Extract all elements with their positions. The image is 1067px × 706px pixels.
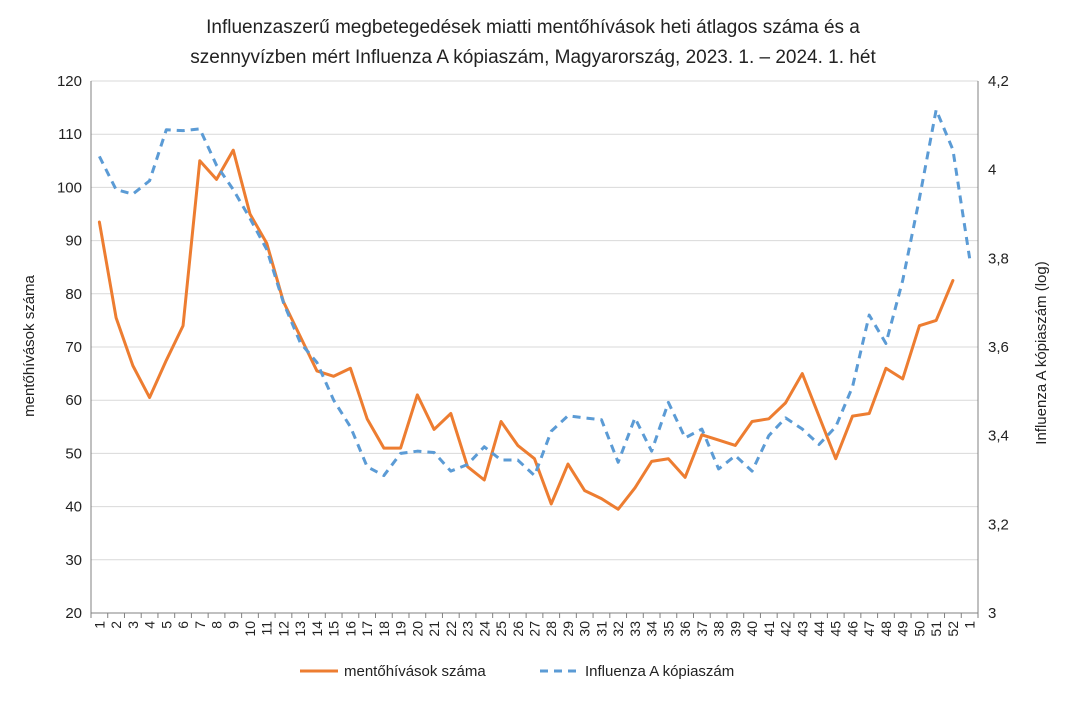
x-axis-ticks: 1 2 3 4 5 6 7 8 9 10 11 12 13 14 15 16 17 18 19 20 21 22 23 24 2… <box>91 621 977 637</box>
x-tick-label: 47 <box>861 621 877 637</box>
x-tick-label: 42 <box>778 621 794 637</box>
x-tick-label: 10 <box>242 621 258 637</box>
x-tick-label: 7 <box>192 621 208 629</box>
legend-label-influenza: Influenza A kópiaszám <box>585 663 734 680</box>
x-tick-label: 26 <box>510 621 526 637</box>
x-tick-label: 45 <box>828 621 844 637</box>
x-tick-label: 18 <box>376 621 392 637</box>
series-line-influenza <box>98 108 972 478</box>
x-tick-label: 22 <box>443 621 459 637</box>
y-tick-70: 70 <box>65 339 82 356</box>
x-tick-label: 40 <box>744 621 760 637</box>
right-axis-ticks: 3 3,2 3,4 3,6 3,8 4 4,2 <box>988 73 1009 622</box>
gridlines <box>91 80 978 561</box>
y2-tick-3: 3 <box>988 605 996 622</box>
legend-label-mentohivasok: mentőhívások száma <box>344 663 486 680</box>
x-tick-label: 3 <box>125 621 141 629</box>
x-tick-label: 16 <box>342 621 358 637</box>
x-tick-label: 44 <box>811 621 827 637</box>
x-tick-label: 37 <box>694 621 710 637</box>
y2-axis-label: Influenza A kópiaszám (log) <box>1033 261 1050 444</box>
chart-title-line-2: szennyvízben mért Influenza A kópiaszám,… <box>190 47 876 68</box>
x-tick-label: 38 <box>711 621 727 637</box>
x-tick-label: 14 <box>309 621 325 637</box>
y-tick-90: 90 <box>65 233 82 250</box>
x-tick-label: 33 <box>627 621 643 637</box>
y-tick-100: 100 <box>57 179 82 196</box>
x-tick-label: 1 <box>962 621 978 629</box>
series-lines <box>97 108 972 511</box>
x-tick-label: 5 <box>158 621 174 629</box>
y-tick-120: 120 <box>57 73 82 90</box>
x-tick-label: 35 <box>660 621 676 637</box>
x-tick-label: 17 <box>359 621 375 637</box>
x-tick-label: 48 <box>878 621 894 637</box>
x-tick-label: 39 <box>727 621 743 637</box>
x-tick-label: 8 <box>209 621 225 629</box>
x-tick-label: 24 <box>476 621 492 637</box>
x-tick-label: 34 <box>644 621 660 637</box>
y-tick-20: 20 <box>65 605 82 622</box>
x-tick-label: 31 <box>593 621 609 637</box>
x-tick-label: 20 <box>409 621 425 637</box>
x-tick-label: 52 <box>945 621 961 637</box>
y-tick-30: 30 <box>65 552 82 569</box>
x-tick-label: 21 <box>426 621 442 637</box>
x-tick-label: 36 <box>677 621 693 637</box>
x-tick-label: 46 <box>844 621 860 637</box>
x-tick-label: 11 <box>259 621 275 636</box>
x-tick-label: 13 <box>292 621 308 637</box>
x-tick-label: 50 <box>911 621 927 637</box>
y2-tick-3,2: 3,2 <box>988 516 1009 533</box>
y-tick-80: 80 <box>65 286 82 303</box>
left-axis-ticks: 20 30 40 50 60 70 80 90 100 110 120 <box>57 73 82 622</box>
y-axis-label: mentőhívások száma <box>21 274 38 416</box>
y2-tick-4: 4 <box>988 162 996 179</box>
x-tick-label: 43 <box>794 621 810 637</box>
x-tick-label: 2 <box>108 621 124 629</box>
x-tick-label: 23 <box>460 621 476 637</box>
x-tick-label: 19 <box>393 621 409 637</box>
chart-title-line-1: Influenzaszerű megbetegedések miatti men… <box>206 17 860 38</box>
x-tick-label: 4 <box>142 621 158 629</box>
x-tick-label: 6 <box>175 621 191 629</box>
x-tick-label: 41 <box>761 621 777 637</box>
x-tick-label: 25 <box>493 621 509 637</box>
x-tick-label: 49 <box>895 621 911 637</box>
x-tick-label: 51 <box>928 621 944 637</box>
x-tick-label: 15 <box>326 621 342 637</box>
x-tick-label: 1 <box>91 621 107 629</box>
legend: mentőhívások száma Influenza A kópiaszám <box>300 663 734 680</box>
chart-title: Influenzaszerű megbetegedések miatti men… <box>190 17 876 68</box>
x-tick-label: 32 <box>610 621 626 637</box>
x-tick-label: 27 <box>527 621 543 637</box>
x-tick-label: 9 <box>225 621 241 629</box>
x-tick-label: 30 <box>577 621 593 637</box>
x-tick-label: 28 <box>543 621 559 637</box>
y2-tick-3,6: 3,6 <box>988 339 1009 356</box>
y-tick-110: 110 <box>58 126 82 143</box>
axes <box>90 81 979 618</box>
x-tick-label: 29 <box>560 621 576 637</box>
y2-tick-3,4: 3,4 <box>988 428 1009 445</box>
y2-tick-4,2: 4,2 <box>988 73 1009 90</box>
y-tick-40: 40 <box>65 499 82 516</box>
y2-tick-3,8: 3,8 <box>988 250 1009 267</box>
x-tick-label: 12 <box>275 621 291 637</box>
y-tick-50: 50 <box>65 445 82 462</box>
series-line-mentohivasok <box>97 148 955 511</box>
y-tick-60: 60 <box>65 392 82 409</box>
